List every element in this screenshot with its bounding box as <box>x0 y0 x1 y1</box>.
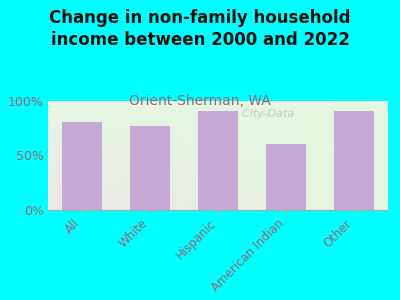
Text: City-Data: City-Data <box>235 109 294 118</box>
Bar <box>198 111 238 210</box>
Bar <box>334 111 374 210</box>
Bar <box>130 126 170 210</box>
Bar <box>266 144 306 210</box>
Text: Change in non-family household
income between 2000 and 2022: Change in non-family household income be… <box>49 9 351 49</box>
Text: Orient-Sherman, WA: Orient-Sherman, WA <box>129 94 271 109</box>
Bar <box>62 122 102 210</box>
